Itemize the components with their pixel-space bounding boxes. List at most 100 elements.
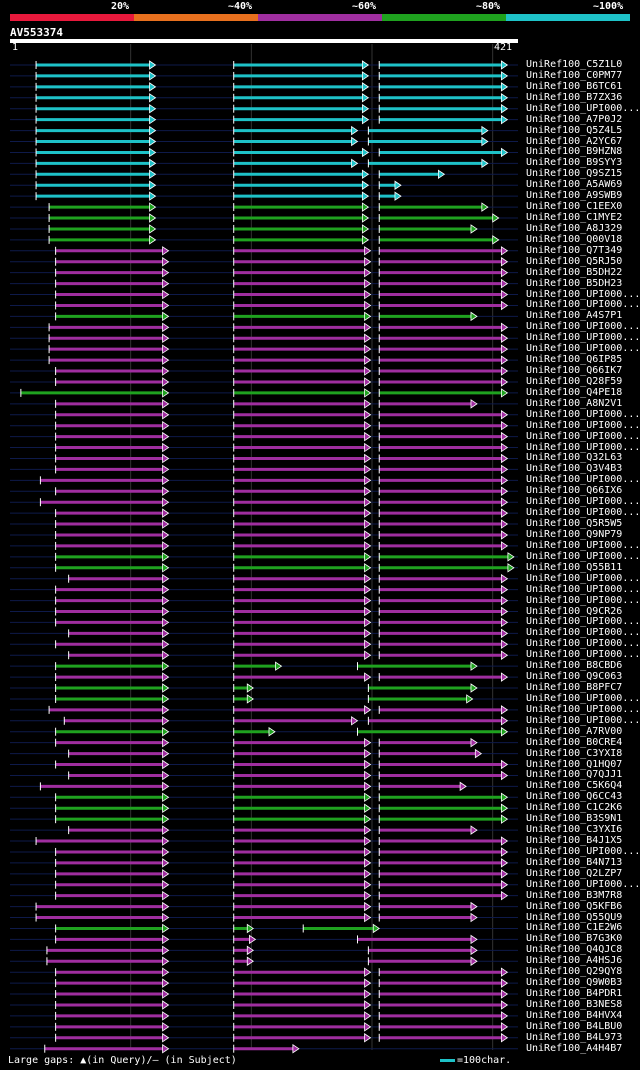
hit-label-20[interactable]: UniRef100_B5DH23 (526, 277, 623, 289)
hit-label-37[interactable]: UniRef100_Q3V4B3 (526, 463, 623, 475)
hit-label-78[interactable]: UniRef100_Q55QU9 (526, 911, 623, 923)
hit-label-14[interactable]: UniRef100_C1MYE2 (526, 212, 623, 224)
hit-arrow-0-1 (361, 60, 370, 70)
hit-label-89[interactable]: UniRef100_B4L973 (526, 1031, 623, 1043)
hit-label-71[interactable]: UniRef100_B4J1X5 (526, 835, 623, 847)
hit-label-50[interactable]: UniRef100_Q9CR26 (526, 605, 623, 617)
hit-label-29[interactable]: UniRef100_Q28F59 (526, 375, 623, 387)
hit-label-66[interactable]: UniRef100_C5K6Q4 (526, 780, 623, 792)
hit-arrow-30-1 (364, 388, 372, 398)
hit-label-53[interactable]: UniRef100_UPI000... (526, 638, 640, 650)
hit-label-45[interactable]: UniRef100_UPI000... (526, 550, 640, 562)
hit-label-6[interactable]: UniRef100_Q5Z4L5 (526, 124, 623, 136)
hit-arrow-45-0 (162, 552, 170, 562)
hit-label-65[interactable]: UniRef100_Q7QJJ1 (526, 769, 623, 781)
hit-label-69[interactable]: UniRef100_B3S9N1 (526, 813, 623, 825)
hit-label-9[interactable]: UniRef100_B9SYY3 (526, 157, 623, 169)
hit-label-23[interactable]: UniRef100_A4S7P1 (526, 310, 623, 322)
hit-label-59[interactable]: UniRef100_UPI000... (526, 703, 640, 715)
hit-label-77[interactable]: UniRef100_Q5KFB6 (526, 900, 623, 912)
hit-label-10[interactable]: UniRef100_Q9SZ15 (526, 168, 623, 180)
hit-label-70[interactable]: UniRef100_C3YXI6 (526, 824, 623, 836)
hit-label-60[interactable]: UniRef100_UPI000... (526, 714, 640, 726)
hit-label-85[interactable]: UniRef100_B4PDR1 (526, 988, 623, 1000)
hit-label-15[interactable]: UniRef100_A8J329 (526, 222, 623, 234)
hit-label-72[interactable]: UniRef100_UPI000... (526, 845, 640, 857)
hit-label-24[interactable]: UniRef100_UPI000... (526, 321, 640, 333)
hit-arrow-88-1 (364, 1022, 372, 1032)
hit-label-63[interactable]: UniRef100_C3YXI8 (526, 747, 623, 759)
hit-label-83[interactable]: UniRef100_Q29QY8 (526, 966, 623, 978)
hit-label-58[interactable]: UniRef100_UPI000... (526, 692, 640, 704)
hit-label-76[interactable]: UniRef100_B3M7R8 (526, 889, 623, 901)
hit-label-87[interactable]: UniRef100_B4HVX4 (526, 1009, 623, 1021)
hit-label-61[interactable]: UniRef100_A7RV00 (526, 725, 623, 737)
hit-label-88[interactable]: UniRef100_B4LBU0 (526, 1020, 623, 1032)
hit-label-80[interactable]: UniRef100_B7G3K0 (526, 933, 623, 945)
hit-arrow-82-0 (162, 956, 170, 967)
hit-label-21[interactable]: UniRef100_UPI000... (526, 288, 640, 300)
hit-label-16[interactable]: UniRef100_Q00V18 (526, 233, 623, 245)
hit-label-55[interactable]: UniRef100_B8CBD6 (526, 660, 623, 672)
hit-label-75[interactable]: UniRef100_UPI000... (526, 878, 640, 890)
hit-label-64[interactable]: UniRef100_Q1HQ07 (526, 758, 623, 770)
hit-label-22[interactable]: UniRef100_UPI000... (526, 299, 640, 311)
hit-label-67[interactable]: UniRef100_Q6CC43 (526, 791, 623, 803)
hit-label-33[interactable]: UniRef100_UPI000... (526, 419, 640, 431)
hit-label-5[interactable]: UniRef100_A7P0J2 (526, 113, 623, 125)
hit-label-39[interactable]: UniRef100_Q66IX6 (526, 485, 623, 497)
hit-label-56[interactable]: UniRef100_Q9C063 (526, 671, 623, 683)
hit-label-2[interactable]: UniRef100_B6TC61 (526, 80, 623, 92)
hit-label-47[interactable]: UniRef100_UPI000... (526, 572, 640, 584)
hit-label-51[interactable]: UniRef100_UPI000... (526, 616, 640, 628)
hit-arrow-12-0 (149, 191, 157, 201)
hit-label-7[interactable]: UniRef100_A2YC67 (526, 135, 623, 147)
hit-label-35[interactable]: UniRef100_UPI000... (526, 441, 640, 453)
hit-label-30[interactable]: UniRef100_Q4PE18 (526, 386, 623, 398)
hit-label-32[interactable]: UniRef100_UPI000... (526, 408, 640, 420)
hit-label-73[interactable]: UniRef100_B4N713 (526, 856, 623, 868)
hit-label-1[interactable]: UniRef100_C0PM77 (526, 69, 623, 81)
hit-label-38[interactable]: UniRef100_UPI000... (526, 474, 640, 486)
hit-label-49[interactable]: UniRef100_UPI000... (526, 594, 640, 606)
hit-label-0[interactable]: UniRef100_C5Z1L0 (526, 59, 623, 70)
hit-label-54[interactable]: UniRef100_UPI000... (526, 649, 640, 661)
hit-arrow-28-2 (500, 366, 509, 376)
hit-label-17[interactable]: UniRef100_Q7T349 (526, 244, 623, 256)
hit-label-3[interactable]: UniRef100_B7ZX36 (526, 91, 623, 103)
hit-label-74[interactable]: UniRef100_Q2LZP7 (526, 867, 623, 879)
hit-label-44[interactable]: UniRef100_UPI000... (526, 539, 640, 551)
hit-label-18[interactable]: UniRef100_Q5RJ50 (526, 255, 623, 267)
hit-label-68[interactable]: UniRef100_C1C2K6 (526, 802, 623, 814)
hit-label-11[interactable]: UniRef100_A5AW69 (526, 179, 623, 191)
hit-label-26[interactable]: UniRef100_UPI000... (526, 343, 640, 355)
hit-label-57[interactable]: UniRef100_B8PFC7 (526, 682, 623, 693)
hit-label-36[interactable]: UniRef100_Q32L63 (526, 452, 623, 464)
hit-label-46[interactable]: UniRef100_Q55B11 (526, 561, 623, 573)
hit-label-48[interactable]: UniRef100_UPI000... (526, 583, 640, 595)
hit-label-34[interactable]: UniRef100_UPI000... (526, 430, 640, 442)
hit-label-62[interactable]: UniRef100_B0CRE4 (526, 736, 623, 748)
hit-label-90[interactable]: UniRef100_A4H4B7 (526, 1042, 623, 1054)
hit-label-41[interactable]: UniRef100_UPI000... (526, 507, 640, 519)
hit-label-4[interactable]: UniRef100_UPI000... (526, 102, 640, 114)
hit-label-28[interactable]: UniRef100_Q66IK7 (526, 365, 623, 377)
hit-label-42[interactable]: UniRef100_Q5R5W5 (526, 518, 623, 530)
hit-label-81[interactable]: UniRef100_Q4QJC8 (526, 944, 623, 956)
hit-label-43[interactable]: UniRef100_Q9NP79 (526, 528, 623, 540)
hit-arrow-44-2 (500, 541, 509, 551)
hit-label-82[interactable]: UniRef100_A4HSJ6 (526, 955, 623, 967)
hit-arrow-68-0 (162, 803, 170, 813)
hit-label-52[interactable]: UniRef100_UPI000... (526, 627, 640, 639)
hit-label-12[interactable]: UniRef100_A9SWB9 (526, 190, 623, 202)
hit-label-40[interactable]: UniRef100_UPI000... (526, 496, 640, 508)
hit-label-25[interactable]: UniRef100_UPI000... (526, 332, 640, 344)
hit-label-27[interactable]: UniRef100_Q6IP85 (526, 354, 623, 366)
hit-label-13[interactable]: UniRef100_C1EEX0 (526, 201, 623, 213)
hit-label-8[interactable]: UniRef100_B9HZN8 (526, 146, 623, 158)
hit-label-31[interactable]: UniRef100_A8N2V1 (526, 397, 623, 409)
hit-label-84[interactable]: UniRef100_Q9W0B3 (526, 977, 623, 989)
hit-label-86[interactable]: UniRef100_B3NES8 (526, 998, 623, 1010)
hit-label-79[interactable]: UniRef100_C1E2W6 (526, 922, 623, 934)
hit-label-19[interactable]: UniRef100_B5DH22 (526, 266, 623, 278)
